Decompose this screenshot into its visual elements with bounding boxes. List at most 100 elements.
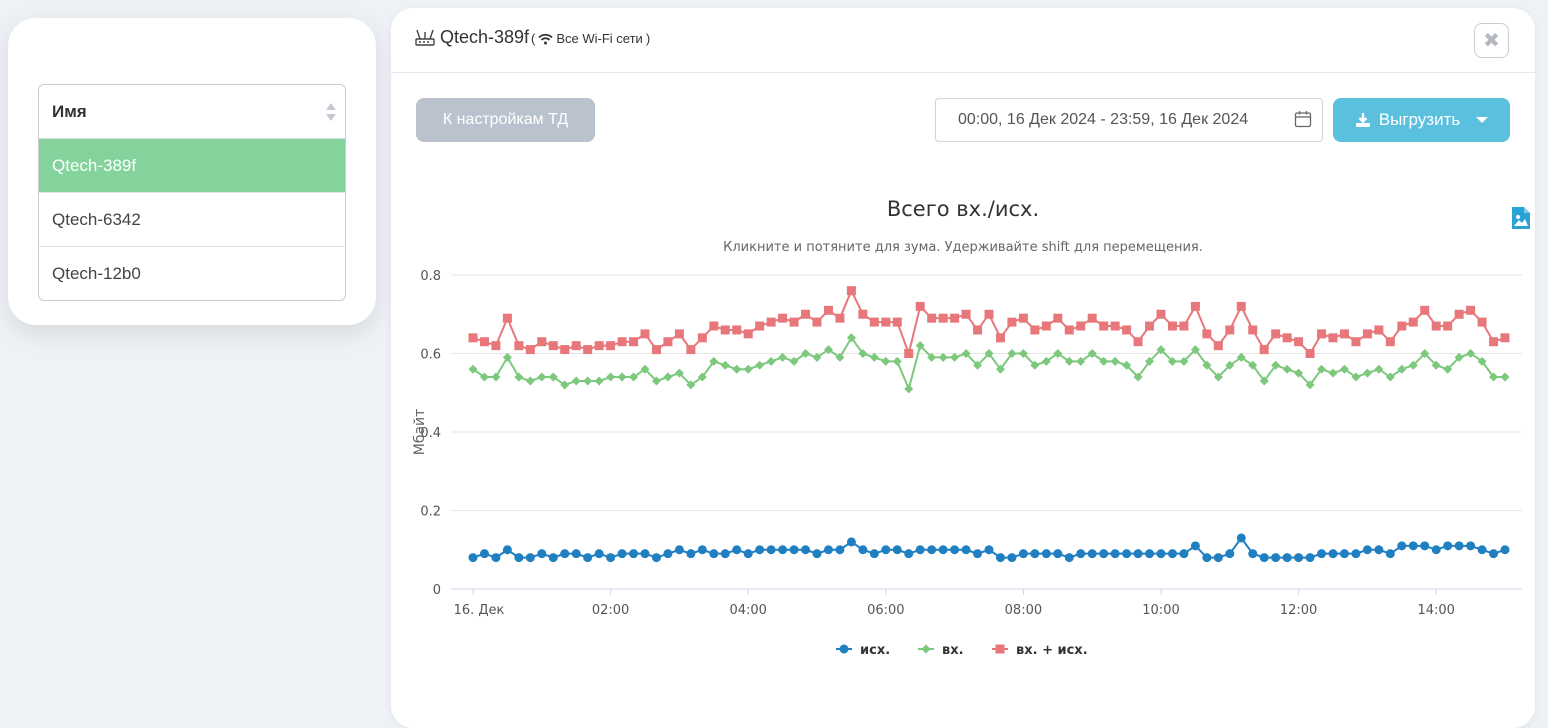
data-point: [709, 356, 719, 366]
data-point: [629, 372, 639, 382]
data-point: [1156, 549, 1166, 559]
data-point: [1339, 364, 1349, 374]
x-tick-label: 08:00: [1005, 603, 1042, 618]
data-point: [1385, 549, 1395, 559]
data-point: [1122, 360, 1132, 370]
device-row-qtech-389f[interactable]: Qtech-389f: [39, 139, 345, 193]
export-button[interactable]: Выгрузить: [1333, 98, 1510, 142]
data-point: [674, 545, 684, 555]
data-point: [1397, 321, 1407, 331]
data-point: [823, 305, 833, 315]
data-point: [743, 549, 753, 559]
data-point: [560, 380, 570, 390]
subtitle-open: (: [531, 31, 536, 46]
data-point: [1202, 553, 1212, 563]
data-point: [973, 549, 983, 559]
x-tick-label: 04:00: [729, 603, 766, 618]
data-point: [1500, 333, 1510, 343]
data-point: [984, 545, 994, 555]
data-point: [1030, 325, 1040, 335]
data-point: [1351, 337, 1361, 347]
data-point: [697, 545, 707, 555]
back-to-settings-button[interactable]: К настройкам ТД: [416, 98, 595, 142]
data-point: [491, 341, 501, 351]
data-point: [938, 545, 948, 555]
close-button[interactable]: ✖: [1474, 23, 1509, 58]
data-point: [548, 372, 558, 382]
data-point: [927, 313, 937, 323]
data-point: [1477, 356, 1487, 366]
data-point: [709, 549, 719, 559]
date-range-input[interactable]: 00:00, 16 Дек 2024 - 23:59, 16 Дек 2024: [935, 98, 1323, 142]
y-axis-label: Мбайт: [412, 409, 428, 456]
data-point: [583, 376, 593, 386]
data-point: [1225, 549, 1235, 559]
data-point: [1156, 309, 1166, 319]
device-name: Qtech-12b0: [52, 263, 141, 283]
data-point: [1431, 321, 1441, 331]
series-line-1: [472, 335, 1505, 392]
data-point: [720, 360, 730, 370]
data-point: [571, 376, 581, 386]
data-point: [1466, 305, 1476, 315]
data-point: [1236, 533, 1246, 543]
calendar-icon[interactable]: [1294, 110, 1312, 128]
data-point: [514, 553, 524, 563]
data-point: [869, 317, 879, 327]
data-point: [755, 321, 765, 331]
device-row-qtech-12b0[interactable]: Qtech-12b0: [39, 247, 345, 300]
sort-icon[interactable]: [325, 101, 337, 123]
data-point: [904, 349, 914, 358]
data-point: [892, 545, 902, 555]
data-point: [1443, 364, 1453, 374]
data-point: [938, 313, 948, 323]
data-point: [1190, 345, 1200, 355]
data-point: [995, 553, 1005, 563]
data-point: [1190, 301, 1200, 311]
data-point: [1018, 549, 1028, 559]
data-point: [1374, 325, 1384, 335]
data-point: [606, 372, 616, 382]
data-point: [1454, 541, 1464, 551]
data-point: [1466, 541, 1476, 551]
data-point: [892, 356, 902, 366]
data-point: [835, 313, 845, 323]
column-header-name[interactable]: Имя: [39, 85, 345, 139]
series-line-2: [472, 288, 1506, 357]
wifi-icon: [538, 33, 553, 44]
data-point: [479, 549, 489, 559]
traffic-chart[interactable]: Всего вх./исх. Кликните и потяните для зу…: [391, 8, 1535, 708]
data-point: [846, 286, 856, 296]
panel-header: Qtech-389f ( Все Wi-Fi сети ) ✖: [391, 8, 1535, 73]
data-point: [594, 376, 604, 386]
legend-label: вх.: [942, 643, 964, 658]
data-point: [801, 309, 811, 319]
image-export-icon[interactable]: [1511, 206, 1531, 230]
device-row-qtech-6342[interactable]: Qtech-6342: [39, 193, 345, 247]
data-point: [950, 352, 960, 362]
data-point: [938, 352, 948, 362]
data-point: [1420, 541, 1430, 551]
data-point: [1167, 549, 1177, 559]
data-point: [915, 341, 925, 351]
data-point: [1007, 317, 1017, 327]
data-point: [1213, 372, 1223, 382]
data-point: [1443, 321, 1453, 331]
data-point: [560, 549, 570, 559]
data-point: [950, 545, 960, 555]
subtitle-close: ): [645, 31, 651, 46]
data-point: [839, 644, 849, 654]
data-point: [1477, 545, 1487, 555]
data-point: [881, 545, 891, 555]
data-point: [1122, 549, 1132, 559]
data-point: [881, 356, 891, 366]
data-point: [1133, 337, 1143, 347]
subtitle-text: Все Wi-Fi сети: [556, 31, 643, 46]
data-point: [1225, 325, 1235, 335]
data-point: [1110, 321, 1120, 331]
data-point: [973, 325, 983, 335]
y-tick-label: 0.2: [420, 505, 441, 520]
data-point: [1064, 356, 1074, 366]
data-point: [651, 553, 661, 563]
data-point: [1030, 360, 1040, 370]
